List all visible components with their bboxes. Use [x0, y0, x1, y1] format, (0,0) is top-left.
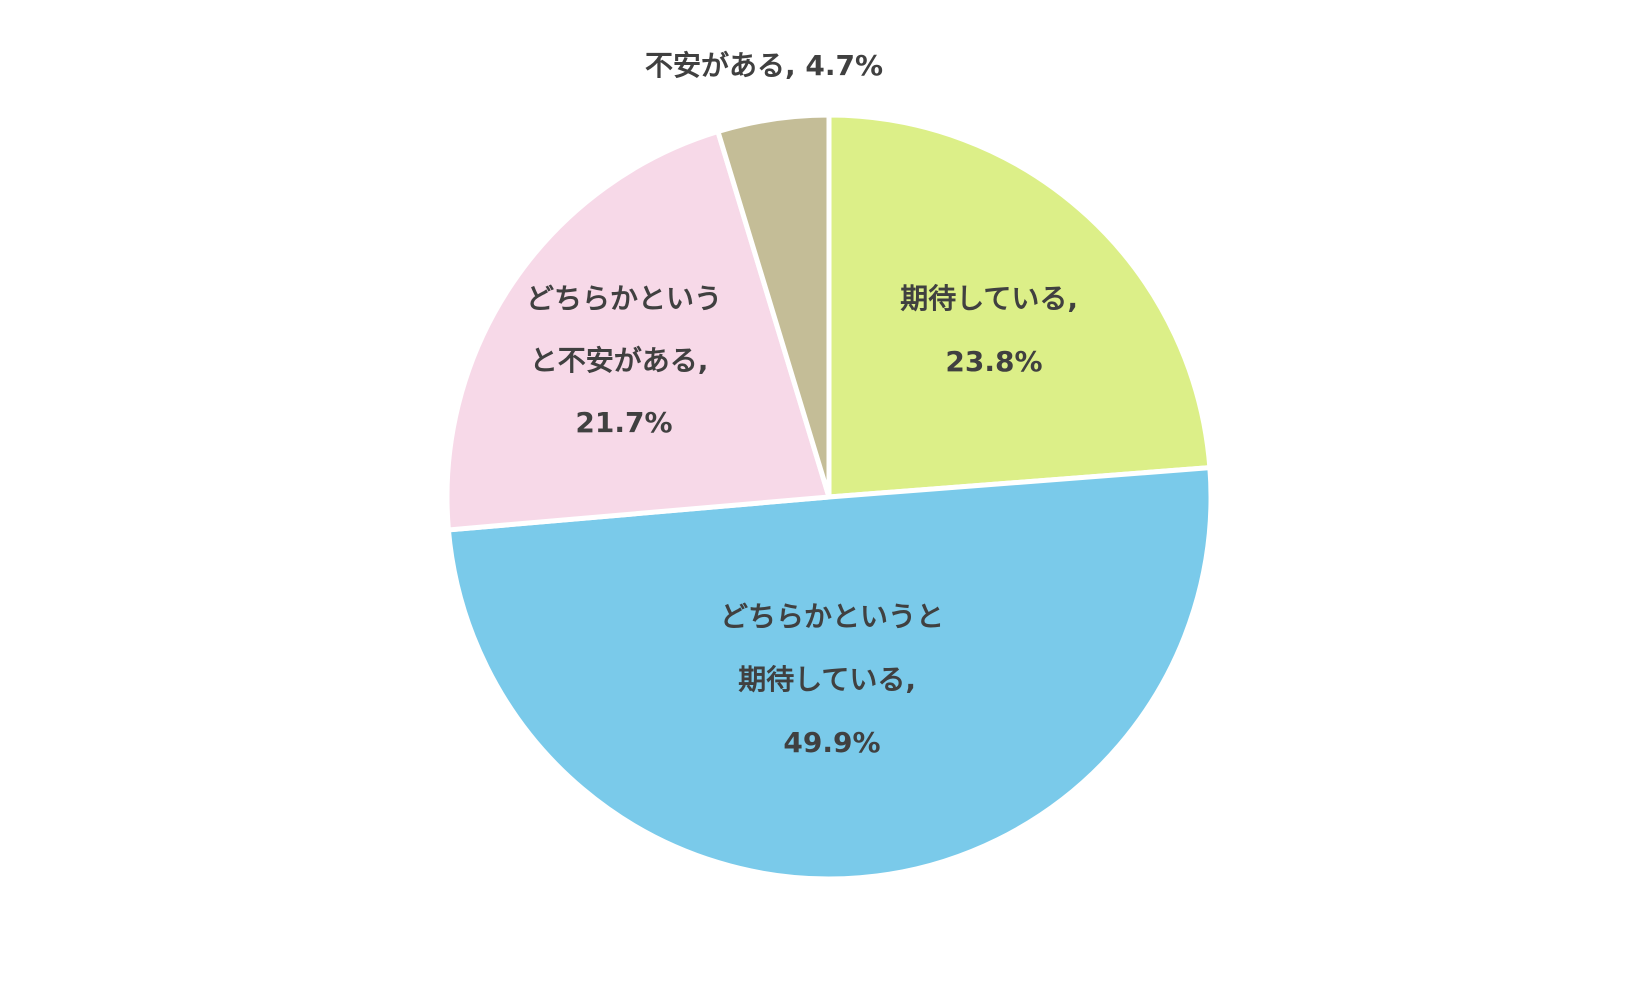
data-label: 期待している, 23.8%: [900, 282, 1088, 378]
data-label: どちらかというと不安がある, 21.7%: [526, 282, 722, 439]
data-label-line: 期待している,: [900, 282, 1088, 315]
pie-slice: [445, 465, 1214, 882]
pie-slice: [715, 112, 832, 500]
data-label-line: 不安がある, 4.7%: [645, 49, 883, 82]
pie-slice: [444, 129, 832, 533]
data-label: どちらかというと期待している, 49.9%: [720, 600, 944, 759]
data-label-line: 23.8%: [945, 345, 1042, 378]
data-label: 不安がある, 4.7%: [645, 49, 883, 82]
data-label-line: 49.9%: [783, 726, 880, 759]
data-label-line: どちらかという: [526, 282, 722, 315]
data-label-line: 期待している,: [738, 663, 926, 696]
data-label-line: どちらかというと: [720, 600, 944, 633]
pie-slice: [826, 112, 1213, 500]
data-label-line: と不安がある,: [530, 344, 718, 377]
data-label-line: 21.7%: [575, 406, 672, 439]
